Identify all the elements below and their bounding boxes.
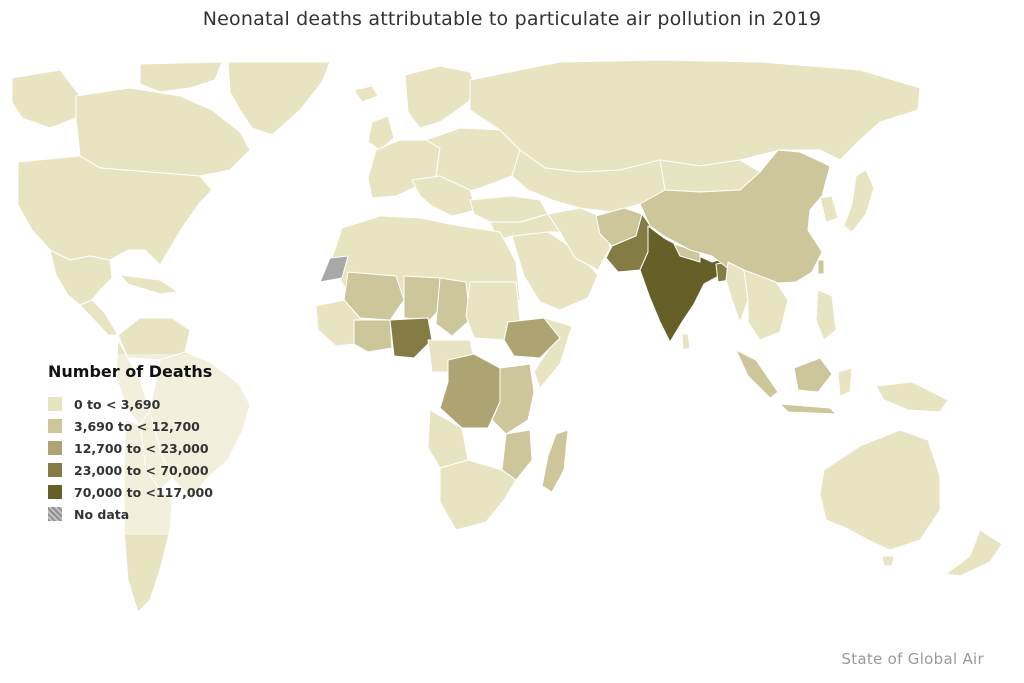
region-somalia[interactable] — [533, 317, 573, 389]
region-australia[interactable] — [819, 429, 941, 551]
region-caribbean[interactable] — [119, 274, 179, 295]
region-arabian-peninsula[interactable] — [511, 231, 599, 311]
region-east-africa[interactable] — [491, 363, 535, 435]
legend: Number of Deaths 0 to < 3,690 3,690 to <… — [40, 354, 256, 535]
legend-item[interactable]: 70,000 to <117,000 — [48, 481, 248, 503]
legend-item[interactable]: 0 to < 3,690 — [48, 393, 248, 415]
region-japan[interactable] — [843, 169, 875, 233]
legend-label: 70,000 to <117,000 — [74, 484, 213, 500]
region-philippines[interactable] — [815, 289, 837, 341]
legend-label: 3,690 to < 12,700 — [74, 418, 200, 434]
legend-swatch — [48, 463, 62, 477]
legend-label: 0 to < 3,690 — [74, 396, 161, 412]
region-mexico[interactable] — [49, 249, 113, 306]
region-new-guinea[interactable] — [875, 381, 949, 413]
region-alaska[interactable] — [11, 69, 81, 129]
legend-swatch — [48, 441, 62, 455]
region-madagascar[interactable] — [541, 429, 569, 493]
region-greenland[interactable] — [227, 61, 331, 136]
legend-label: 23,000 to < 70,000 — [74, 462, 209, 478]
map-title: Neonatal deaths attributable to particul… — [202, 8, 822, 30]
legend-swatch-nodata — [48, 507, 62, 521]
legend-label: 12,700 to < 23,000 — [74, 440, 209, 456]
region-tanzania-mozambique[interactable] — [501, 429, 533, 481]
legend-item[interactable]: 3,690 to < 12,700 — [48, 415, 248, 437]
region-canada[interactable] — [75, 87, 251, 177]
legend-title: Number of Deaths — [48, 362, 213, 381]
region-eastern-europe[interactable] — [425, 127, 521, 197]
region-nigeria[interactable] — [389, 317, 433, 359]
region-new-zealand[interactable] — [945, 529, 1003, 577]
source-credit: State of Global Air — [841, 650, 984, 668]
region-java[interactable] — [779, 403, 837, 415]
region-uk-ireland[interactable] — [367, 115, 395, 151]
region-central-america[interactable] — [79, 299, 119, 336]
region-western-sahara[interactable] — [319, 255, 349, 283]
legend-swatch — [48, 397, 62, 411]
region-chad[interactable] — [435, 277, 471, 337]
region-sri-lanka[interactable] — [681, 333, 691, 351]
region-taiwan[interactable] — [817, 259, 825, 275]
region-indochina[interactable] — [743, 269, 789, 341]
legend-item[interactable]: 12,700 to < 23,000 — [48, 437, 248, 459]
region-korea[interactable] — [819, 195, 839, 223]
region-borneo[interactable] — [793, 357, 833, 393]
legend-label: No data — [74, 506, 130, 522]
region-china[interactable] — [639, 149, 831, 285]
region-colombia-venezuela[interactable] — [117, 317, 191, 361]
region-tasmania[interactable] — [881, 555, 895, 567]
region-southern-africa[interactable] — [439, 459, 517, 531]
legend-swatch — [48, 419, 62, 433]
legend-item[interactable]: 23,000 to < 70,000 — [48, 459, 248, 481]
region-sulawesi[interactable] — [837, 367, 853, 397]
region-italy-balkans[interactable] — [411, 175, 477, 217]
legend-item[interactable]: No data — [48, 503, 248, 525]
region-scandinavia[interactable] — [404, 65, 479, 129]
region-canada-arctic-islands[interactable] — [139, 61, 223, 93]
legend-swatch — [48, 485, 62, 499]
region-ghana-coast[interactable] — [353, 319, 393, 353]
region-sumatra[interactable] — [735, 349, 779, 399]
region-russia[interactable] — [469, 59, 921, 173]
region-argentina-chile[interactable] — [123, 419, 173, 613]
region-iran[interactable] — [547, 207, 611, 271]
region-drc[interactable] — [439, 353, 501, 429]
region-iceland[interactable] — [353, 85, 379, 103]
